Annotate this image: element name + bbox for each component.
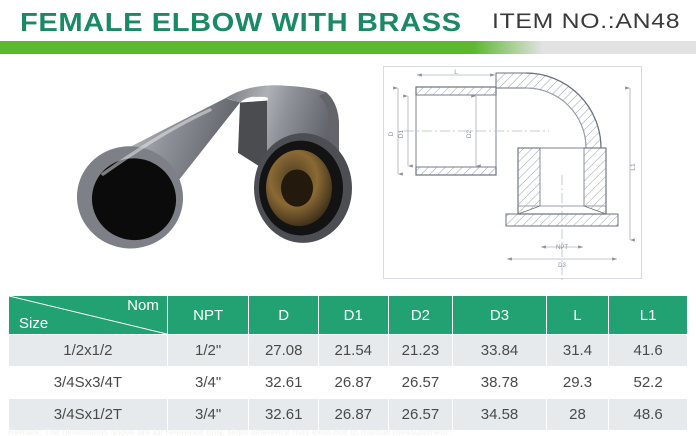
svg-text:D: D — [388, 131, 395, 136]
svg-text:D2: D2 — [466, 129, 473, 138]
svg-text:D1: D1 — [398, 129, 405, 138]
svg-text:D3: D3 — [558, 263, 566, 269]
svg-text:NPT: NPT — [556, 245, 568, 251]
svg-text:L: L — [454, 69, 458, 76]
svg-text:L1: L1 — [630, 163, 637, 171]
